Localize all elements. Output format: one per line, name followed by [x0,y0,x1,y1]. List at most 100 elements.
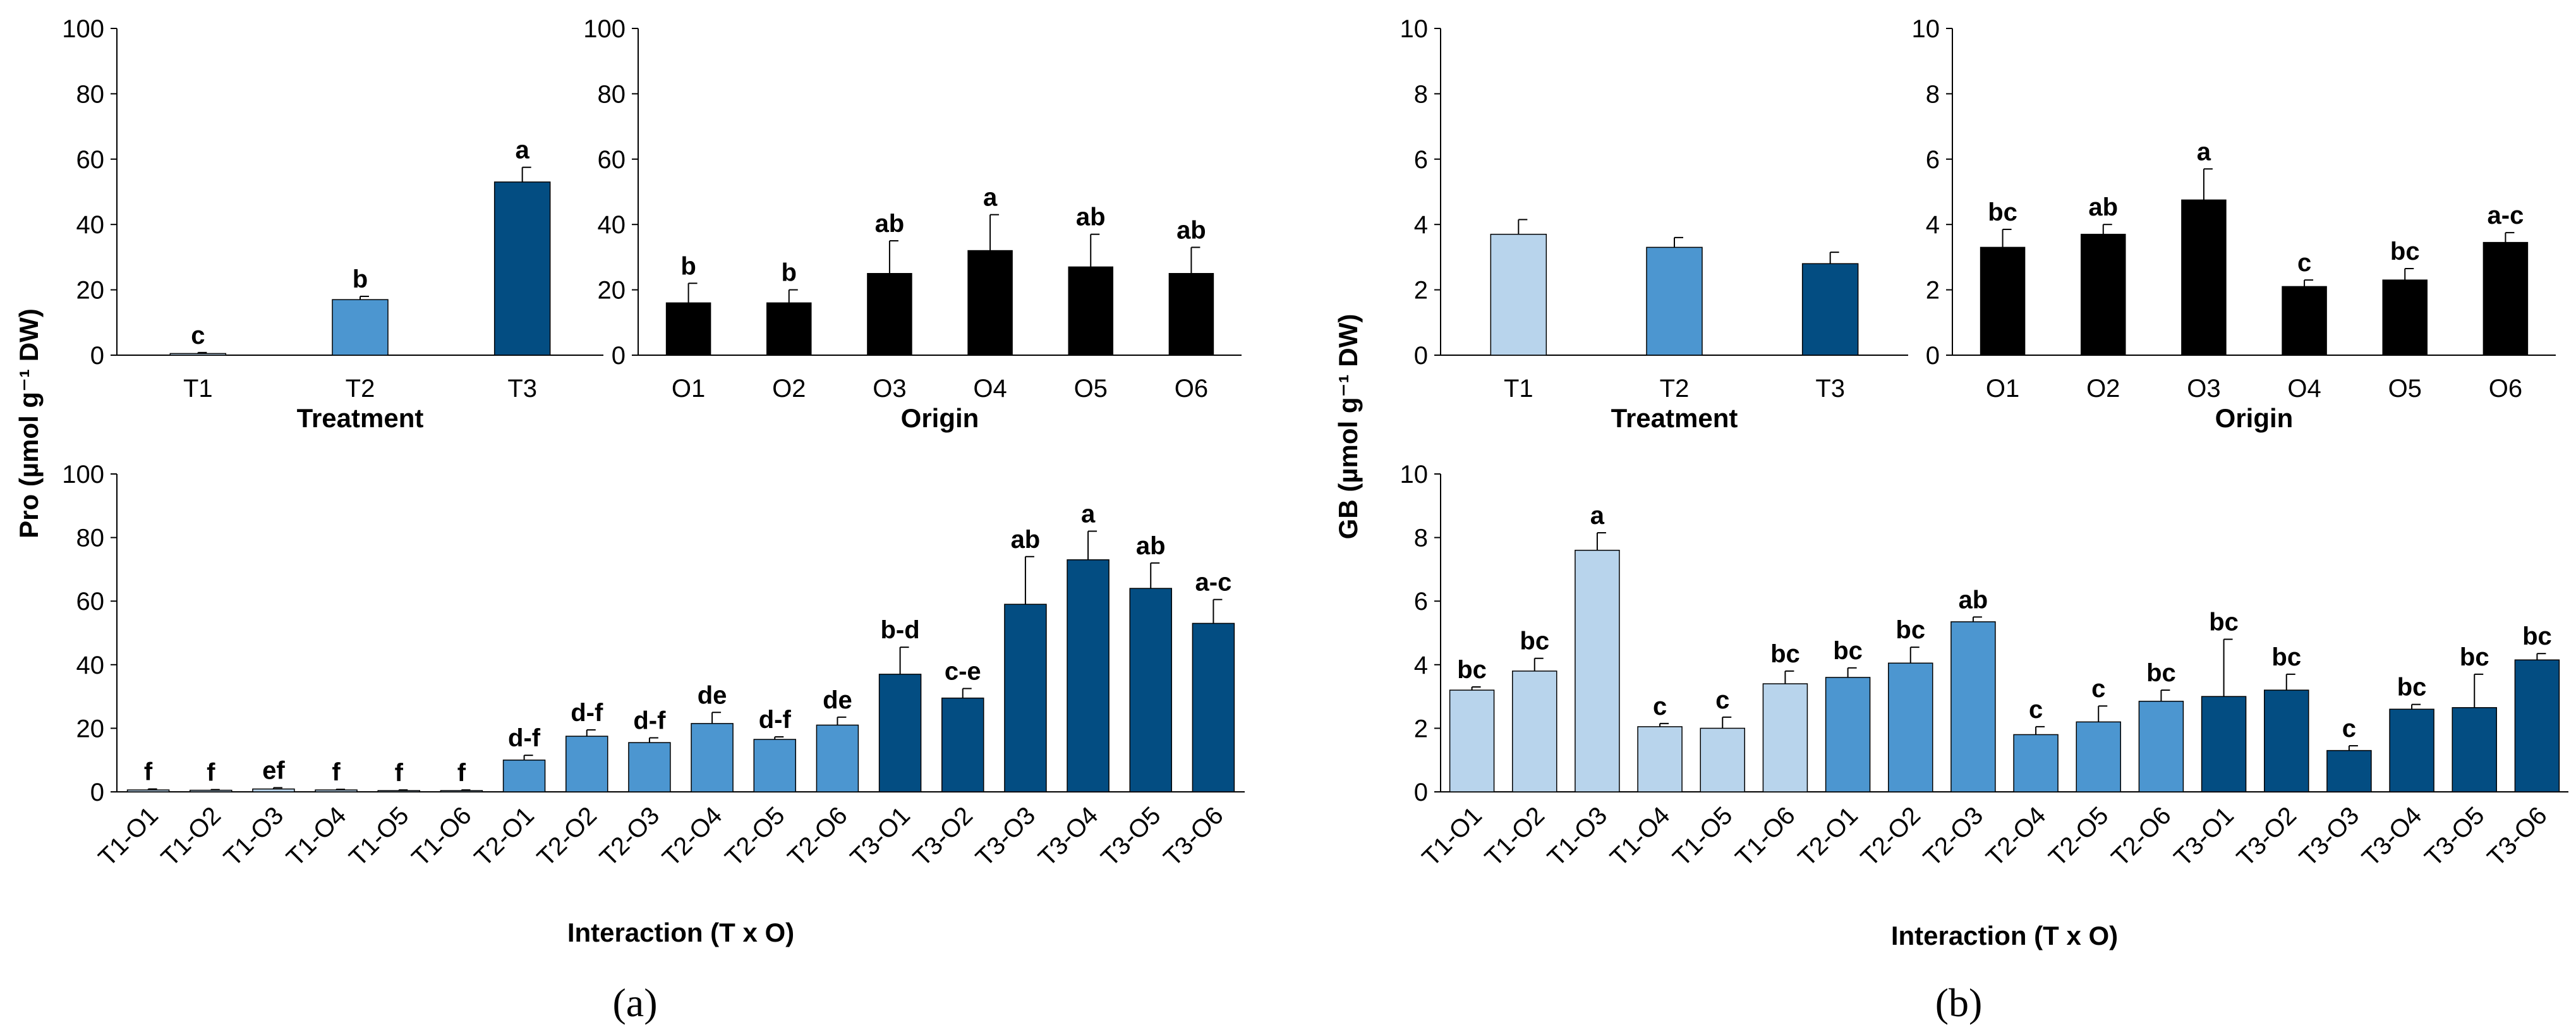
x-tick-label: T3 [1815,375,1845,403]
y-tick-label: 6 [1414,146,1428,174]
y-tick-label: 80 [76,80,105,108]
significance-letter: b-d [880,616,919,644]
bar [1575,549,1620,792]
significance-letter: d-f [633,707,666,734]
significance-letter: d-f [508,724,541,752]
chart-2: 020406080100fT1-O1fT1-O2efT1-O3fT1-O4fT1… [62,461,1245,947]
y-tick-label: 100 [62,15,104,43]
x-tick-label: O6 [1175,375,1208,403]
significance-letter: a [983,184,998,212]
bar [941,697,984,792]
y-tick-label: 8 [1414,525,1428,552]
significance-letter: f [332,758,341,786]
y-tick-label: 60 [76,146,105,174]
bar [2282,286,2327,356]
x-tick-label: T1-O1 [94,801,164,871]
x-tick-label: T2-O1 [1793,801,1863,871]
significance-letter: bc [2390,238,2420,265]
bar [816,724,859,792]
significance-letter: b [353,265,368,293]
chart-4: 0 2 4 6 8 10 bc O1 ab O2 a O3 c O4 bc O5 a-c O6 Origin [1912,15,2556,433]
bar [867,273,912,356]
x-tick-label: T2-O5 [2043,801,2113,871]
x-tick-label: T2-O4 [657,801,727,871]
bar [2076,721,2121,792]
x-tick-label: T2 [346,375,375,403]
significance-letter: bc [2271,643,2301,671]
x-tick-label: T2-O6 [2107,801,2177,871]
y-tick-label: 0 [612,342,626,370]
x-tick-label: T3-O5 [1096,801,1166,871]
y-tick-label: 100 [62,461,104,489]
significance-letter: ab [1176,216,1206,244]
bar [1700,727,1745,792]
x-tick-label: T3-O4 [1033,801,1103,871]
bar [252,788,295,792]
x-tick-label: T1-O2 [156,801,226,871]
significance-letter: ef [262,756,285,784]
x-tick-label: T1-O4 [1605,801,1675,871]
x-tick-label: O5 [2388,375,2422,403]
significance-letter: c [2029,696,2043,724]
x-axis-title: Origin [901,403,979,433]
bar [1068,266,1113,356]
bar [440,790,483,792]
x-tick-label: T1-O2 [1480,801,1550,871]
significance-letter: ab [2088,193,2118,221]
y-tick-label: 4 [1414,652,1428,679]
significance-letter: b [680,252,696,280]
bar [878,674,922,792]
bar [1646,246,1703,356]
chart-5: 0 2 4 6 8 10 bc T1-O1 bc T1-O2 a T1-O3 c T1-O4 c T1-O5 b… [1400,461,2568,950]
bar [2389,708,2434,792]
bar [2482,241,2529,356]
bar [1449,689,1495,792]
x-tick-label: T2-O2 [532,801,602,871]
bar [2181,199,2227,356]
significance-letter: c [2297,249,2311,277]
y-tick-label: 4 [1926,211,1940,239]
bar [190,789,233,792]
x-tick-label: O3 [873,375,906,403]
x-tick-label: T1-O4 [281,801,351,871]
chart-3: 0 2 4 6 8 10 T1 T2 T3 Treatment [1400,15,1908,433]
significance-letter: b [782,259,797,287]
significance-letter: bc [2522,622,2552,650]
significance-letter: c [2342,715,2356,743]
x-tick-label: T1-O3 [219,801,289,871]
significance-letter: de [823,686,852,714]
y-tick-label: 80 [598,80,626,108]
x-tick-label: T2-O3 [1918,801,1988,871]
x-tick-label: T3-O4 [2357,801,2427,871]
y-tick-label: 40 [76,652,105,679]
bar [377,790,420,792]
x-tick-label: T2-O4 [1981,801,2051,871]
y-tick-label: 2 [1926,277,1940,305]
bar [1192,622,1235,792]
significance-letter: bc [2209,609,2239,636]
significance-letter: ab [875,210,905,238]
x-tick-label: O3 [2187,375,2220,403]
chart-1: 0 20 40 60 80 100 b O1 b O2 ab O3 a O4 ab O5 ab O6 Origin [583,15,1242,433]
x-tick-label: T3-O6 [2482,801,2553,871]
y-tick-label: 6 [1414,588,1428,616]
x-tick-label: T1-O3 [1542,801,1612,871]
y-tick-label: 0 [1414,779,1428,806]
significance-letter: a [1081,501,1096,528]
x-axis-title: Treatment [297,403,424,433]
x-axis-title: Interaction (T x O) [1891,921,2118,950]
panel-b-label: (b) [1935,980,1983,1025]
y-tick-label: 10 [1912,15,1940,43]
x-axis-title: Interaction (T x O) [567,918,794,947]
significance-letter: a [516,137,530,164]
y-tick-label: 60 [76,588,105,616]
significance-letter: a [1590,502,1605,530]
bar [332,299,389,356]
significance-letter: f [395,759,404,787]
bar [2452,707,2497,792]
y-tick-label: 80 [76,525,105,552]
bar [753,739,796,792]
significance-letter: bc [2146,659,2176,687]
bar [1490,233,1547,356]
